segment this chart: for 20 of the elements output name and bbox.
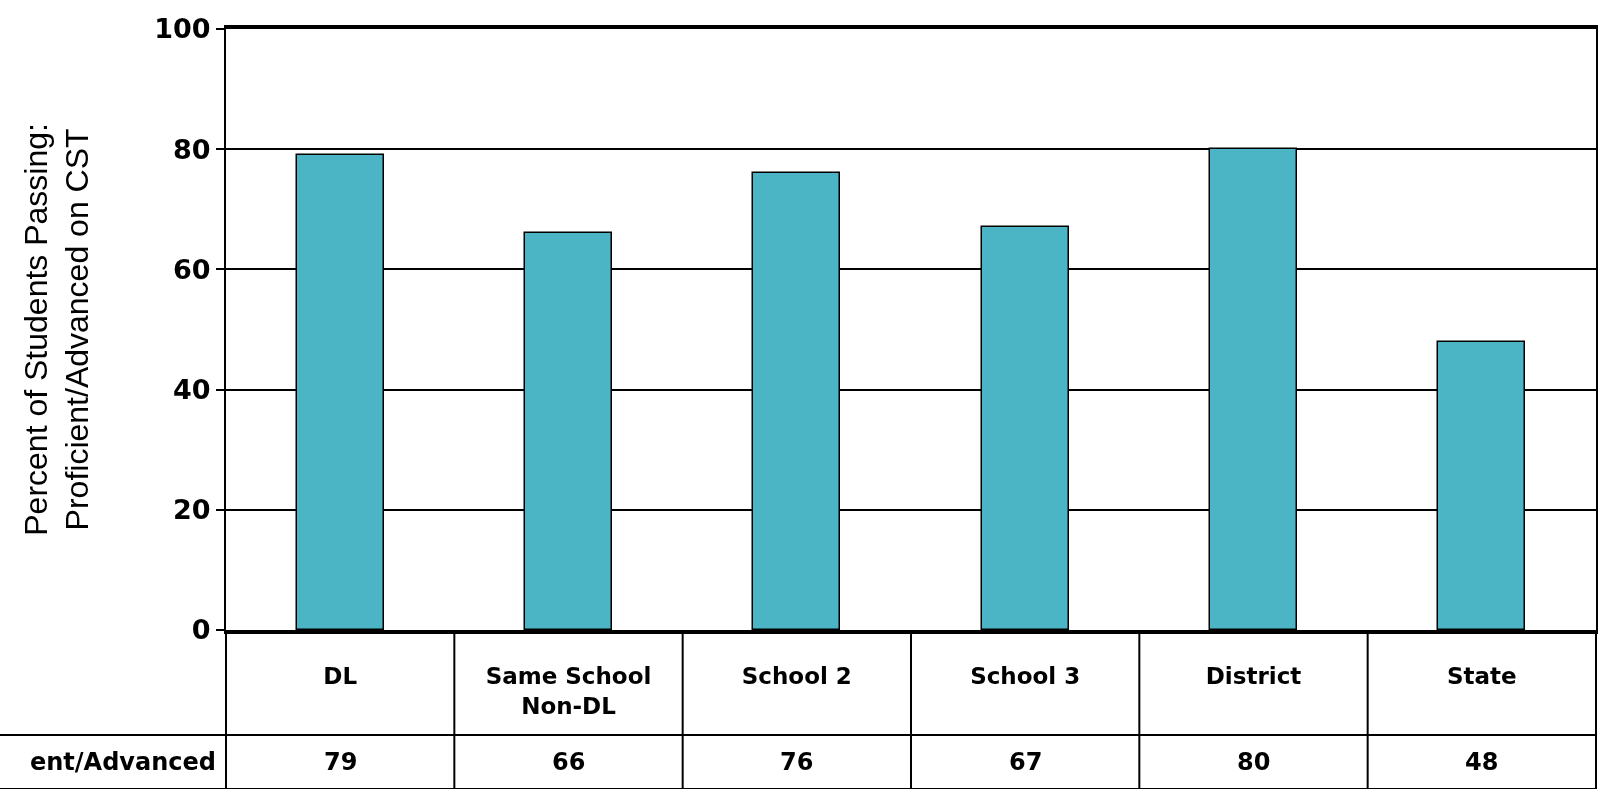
y-tick-label: 20 bbox=[173, 494, 211, 526]
data-label: 79 bbox=[324, 748, 358, 776]
y-tick-label: 40 bbox=[173, 374, 211, 406]
y-tick-label: 0 bbox=[191, 614, 211, 646]
x-tick-label: Same School Non-DL bbox=[485, 662, 652, 719]
data-label: 48 bbox=[1465, 748, 1499, 776]
x-tick-label: District bbox=[1205, 662, 1302, 689]
data-label: 66 bbox=[552, 748, 586, 776]
data-label: 76 bbox=[780, 748, 814, 776]
y-tick-label: 60 bbox=[173, 253, 211, 285]
x-tick-label: State bbox=[1446, 662, 1517, 689]
x-tick-label: DL bbox=[323, 662, 358, 689]
y-tick-label: 80 bbox=[173, 133, 211, 165]
data-label: 80 bbox=[1237, 748, 1271, 776]
x-tick-label: School 2 bbox=[741, 662, 852, 689]
x-tick-label: School 3 bbox=[970, 662, 1081, 689]
text: ent/Advanced bbox=[30, 748, 216, 776]
y-tick-label: 100 bbox=[154, 13, 211, 45]
data-label: 67 bbox=[1009, 748, 1043, 776]
y-axis-title: Percent of Students Passing: Proficient/Advanced on CST bbox=[17, 123, 96, 536]
